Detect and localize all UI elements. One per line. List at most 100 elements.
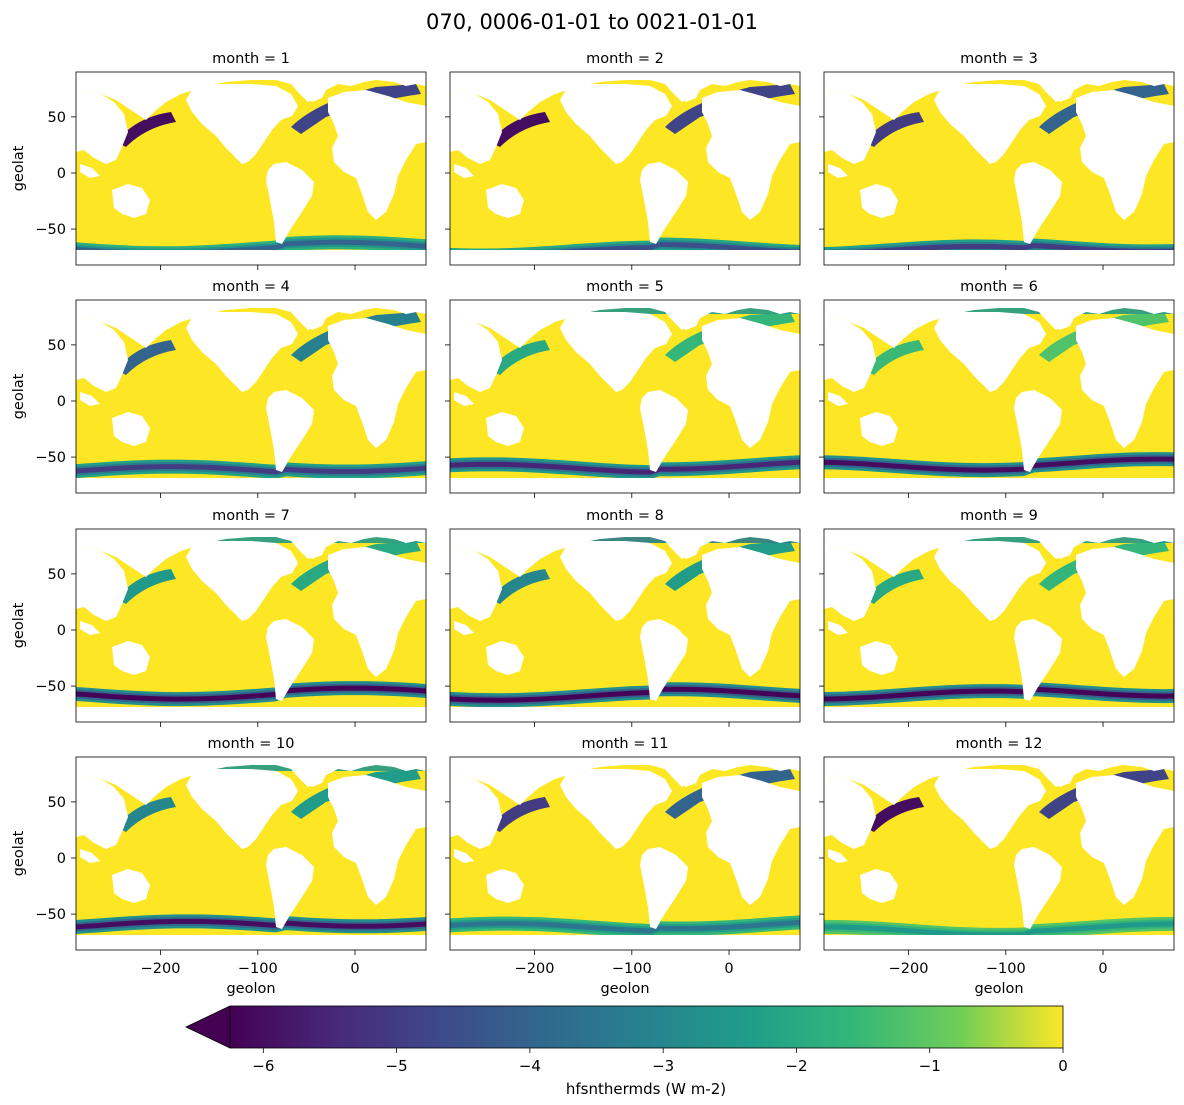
y-tick-label: 50 [48, 338, 66, 354]
y-tick-label: 0 [57, 166, 66, 182]
map-panel: month = 1 −50 0 50 geolat [11, 51, 427, 270]
northwest-pacific-feature [116, 112, 176, 147]
southern-ocean-band [824, 919, 1174, 940]
southern-ocean-band [76, 464, 426, 475]
x-axis-label: geolon [226, 981, 275, 997]
y-tick-label: 0 [57, 851, 66, 867]
map-panel: month = 3 [819, 51, 1175, 270]
panel-frame [823, 71, 1175, 266]
colorbar-tick-label: −4 [519, 1057, 541, 1075]
panel-title: month = 9 [960, 508, 1038, 524]
colorbar-gradient [229, 1005, 1064, 1049]
southern-ocean-band [450, 686, 800, 703]
panel-title: month = 2 [586, 51, 664, 67]
x-axis-label: geolon [974, 981, 1023, 997]
panel-frame [75, 756, 427, 951]
colorbar-tick-label: −5 [386, 1057, 408, 1075]
x-axis-label: geolon [600, 981, 649, 997]
northwest-pacific-feature [490, 340, 550, 375]
southern-ocean-band [824, 686, 1174, 702]
panel-frame [449, 528, 801, 723]
map-panel: month = 9 [819, 508, 1175, 727]
map-panel: month = 6 [819, 279, 1175, 498]
colorbar-tick-label: −1 [919, 1057, 941, 1075]
y-tick-label: 50 [48, 795, 66, 811]
x-tick-label: 0 [1098, 961, 1107, 977]
southern-ocean-band [824, 240, 1174, 259]
x-tick-label: 0 [724, 961, 733, 977]
colorbar-extend-arrow [185, 1005, 231, 1049]
y-axis-label: geolat [11, 145, 27, 191]
northwest-pacific-feature [116, 797, 176, 832]
southern-ocean-band [76, 918, 426, 930]
panel-frame [449, 299, 801, 494]
panel-frame [449, 756, 801, 951]
northwest-pacific-feature [864, 112, 924, 147]
panel-frame [823, 528, 1175, 723]
panel-title: month = 7 [212, 508, 290, 524]
x-tick-label: −100 [612, 961, 652, 977]
panel-title: month = 12 [956, 736, 1043, 752]
x-tick-label: −200 [889, 961, 929, 977]
panel-title: month = 8 [586, 508, 664, 524]
y-tick-label: 0 [57, 394, 66, 410]
southern-ocean-band [824, 921, 1174, 938]
map-panel: month = 5 [445, 279, 801, 498]
x-tick-label: −200 [141, 961, 181, 977]
colorbar-label: hfsnthermds (W m-2) [566, 1080, 726, 1098]
figure-title: 070, 0006-01-01 to 0021-01-01 [426, 10, 758, 34]
panel-frame [823, 299, 1175, 494]
northwest-pacific-feature [864, 797, 924, 832]
y-axis-label: geolat [11, 830, 27, 876]
northwest-pacific-feature [116, 340, 176, 375]
panel-title: month = 6 [960, 279, 1038, 295]
colorbar: −6 −5 −4 −3 −2 −1 0 hfsnthermds (W m-2) [185, 1005, 1068, 1098]
y-tick-label: −50 [35, 450, 66, 466]
panel-frame [823, 756, 1175, 951]
panel-frame [75, 71, 427, 266]
y-tick-label: −50 [35, 907, 66, 923]
northwest-pacific-feature [864, 569, 924, 604]
y-axis-label: geolat [11, 602, 27, 648]
northwest-pacific-feature [116, 569, 176, 604]
northwest-pacific-feature [490, 112, 550, 147]
southern-ocean-band [450, 459, 800, 475]
map-panel: month = 10 −200 −100 0 −50 0 50 geolat geolon [11, 736, 427, 997]
y-tick-label: −50 [35, 679, 66, 695]
y-tick-label: −50 [35, 222, 66, 238]
panel-title: month = 1 [212, 51, 290, 67]
x-tick-label: −200 [515, 961, 555, 977]
panel-title: month = 5 [586, 279, 664, 295]
x-tick-label: −100 [986, 961, 1026, 977]
southern-ocean-band [824, 456, 1174, 473]
northwest-pacific-feature [490, 797, 550, 832]
panel-grid: month = 1 −50 0 50 geolat month = 2 month = 3 m… [11, 51, 1175, 997]
y-tick-label: 0 [57, 623, 66, 639]
colorbar-ticks: −6 −5 −4 −3 −2 −1 0 [252, 1048, 1068, 1075]
panel-title: month = 10 [208, 736, 295, 752]
map-panel: month = 12 −200 −100 0 geolon [819, 736, 1175, 997]
x-tick-label: 0 [350, 961, 359, 977]
northwest-pacific-feature [864, 340, 924, 375]
southern-ocean-band [450, 457, 800, 477]
y-tick-label: 50 [48, 110, 66, 126]
panel-frame [449, 71, 801, 266]
panel-title: month = 11 [582, 736, 669, 752]
y-tick-label: 50 [48, 567, 66, 583]
map-panel: month = 7 −50 0 50 geolat [11, 508, 427, 727]
map-panel: month = 11 −200 −100 0 geolon [445, 736, 801, 997]
y-axis-label: geolat [11, 373, 27, 419]
southern-ocean-band [824, 684, 1174, 704]
colorbar-tick-label: −6 [252, 1057, 274, 1075]
colorbar-tick-label: 0 [1058, 1057, 1068, 1075]
map-panel: month = 2 [445, 51, 801, 270]
panel-frame [75, 299, 427, 494]
x-tick-label: −100 [238, 961, 278, 977]
panel-title: month = 3 [960, 51, 1038, 67]
colorbar-tick-label: −2 [785, 1057, 807, 1075]
southern-ocean-band [76, 685, 426, 702]
panel-title: month = 4 [212, 279, 290, 295]
northwest-pacific-feature [490, 569, 550, 604]
southern-ocean-band [824, 242, 1174, 257]
